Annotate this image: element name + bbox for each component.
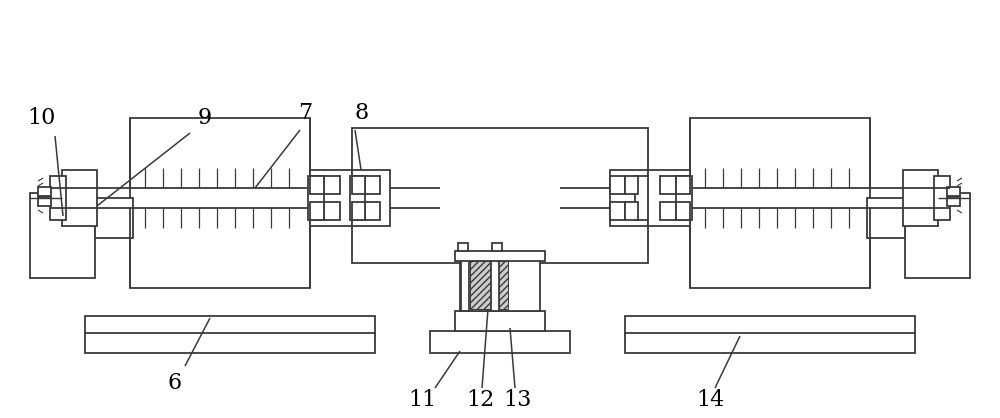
Bar <box>676 176 690 194</box>
Bar <box>350 176 365 220</box>
Bar <box>62 170 97 226</box>
Text: 10: 10 <box>28 107 56 129</box>
Bar <box>610 170 648 226</box>
Bar <box>352 176 365 194</box>
Bar <box>365 202 380 220</box>
Bar <box>470 261 508 309</box>
Text: 9: 9 <box>198 107 212 129</box>
Bar <box>85 333 375 353</box>
Bar <box>676 202 690 220</box>
Bar <box>625 316 915 336</box>
Bar <box>460 259 540 311</box>
Bar <box>947 187 960 196</box>
Text: 6: 6 <box>168 372 182 394</box>
Bar <box>934 176 950 220</box>
Text: 7: 7 <box>298 102 312 124</box>
Text: 14: 14 <box>696 389 724 411</box>
Bar <box>365 176 380 194</box>
Bar <box>676 176 692 220</box>
Bar <box>610 176 625 194</box>
Bar <box>352 128 648 263</box>
Bar <box>324 202 340 220</box>
Bar <box>38 187 51 196</box>
Bar <box>610 202 625 220</box>
Bar <box>660 176 676 194</box>
Bar <box>130 118 310 288</box>
Bar <box>492 243 502 251</box>
Bar <box>310 202 324 220</box>
Text: 12: 12 <box>466 389 494 411</box>
Bar <box>324 176 340 194</box>
Bar <box>308 176 324 220</box>
Bar <box>352 170 390 226</box>
Bar <box>905 193 970 278</box>
Bar <box>625 333 915 353</box>
Bar <box>635 176 650 220</box>
Bar <box>625 202 638 220</box>
Bar <box>625 176 638 194</box>
Bar <box>30 193 95 278</box>
Bar <box>38 197 51 206</box>
Bar <box>491 259 499 311</box>
Bar <box>660 202 676 220</box>
Bar <box>50 176 66 220</box>
Bar <box>455 251 545 261</box>
Text: 8: 8 <box>355 102 369 124</box>
Bar <box>310 176 324 194</box>
Bar <box>867 198 905 238</box>
Bar <box>95 198 133 238</box>
Bar <box>458 243 468 251</box>
Text: 13: 13 <box>504 389 532 411</box>
Bar <box>461 259 469 311</box>
Bar <box>310 170 352 226</box>
Bar <box>430 331 570 353</box>
Bar <box>352 202 365 220</box>
Text: 11: 11 <box>408 389 436 411</box>
Bar <box>690 118 870 288</box>
Bar <box>903 170 938 226</box>
Bar <box>85 316 375 336</box>
Bar <box>947 197 960 206</box>
Bar <box>455 311 545 331</box>
Bar <box>648 170 690 226</box>
